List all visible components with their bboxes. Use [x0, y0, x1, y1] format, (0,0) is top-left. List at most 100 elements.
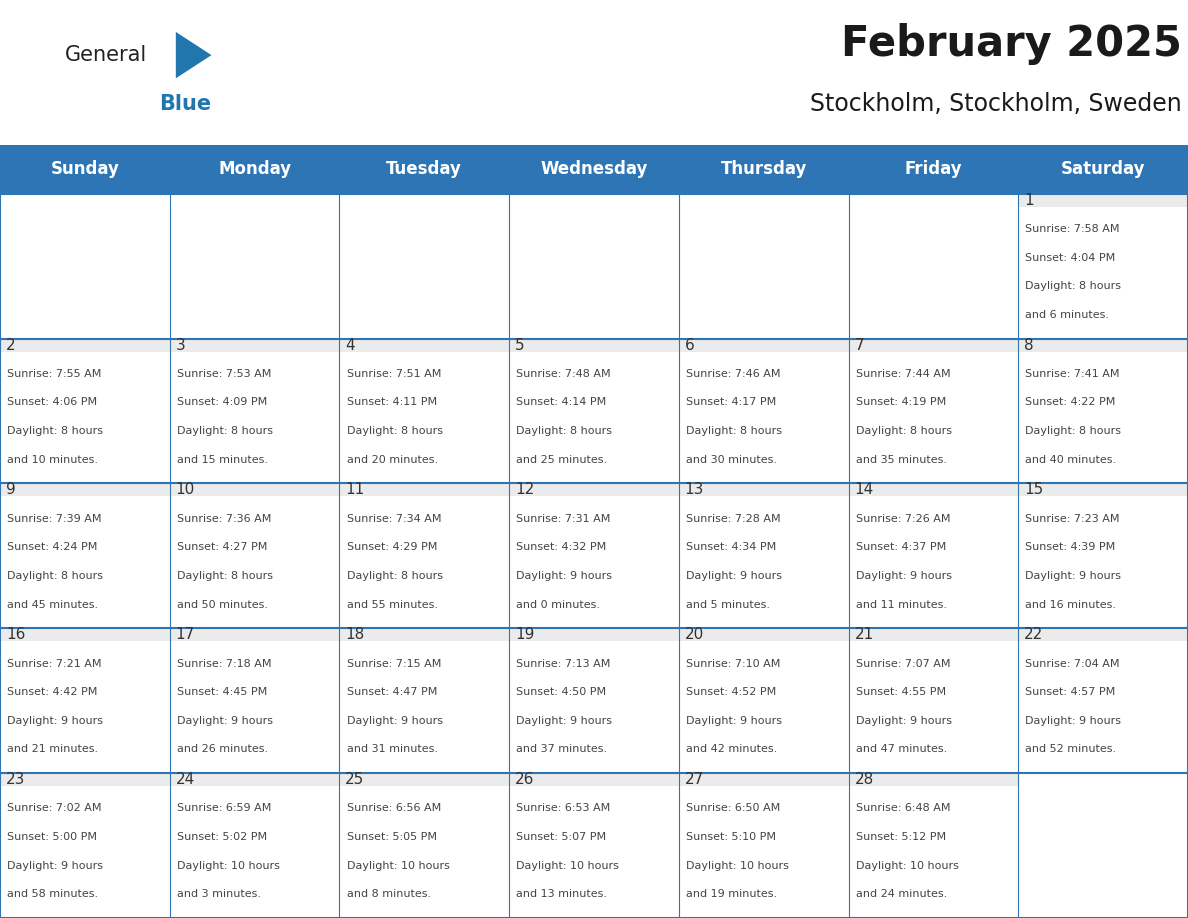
Text: Sunset: 4:52 PM: Sunset: 4:52 PM	[685, 688, 776, 697]
Text: Sunset: 4:32 PM: Sunset: 4:32 PM	[517, 543, 607, 553]
Text: Daylight: 10 hours: Daylight: 10 hours	[347, 861, 449, 870]
Text: Sunrise: 7:13 AM: Sunrise: 7:13 AM	[517, 658, 611, 668]
Text: and 20 minutes.: and 20 minutes.	[347, 454, 437, 465]
Text: Wednesday: Wednesday	[541, 161, 647, 178]
Text: 13: 13	[684, 483, 704, 498]
Text: Sunrise: 6:53 AM: Sunrise: 6:53 AM	[517, 803, 611, 813]
Text: Sunrise: 7:10 AM: Sunrise: 7:10 AM	[685, 658, 781, 668]
Text: and 16 minutes.: and 16 minutes.	[1025, 599, 1117, 610]
Text: Daylight: 9 hours: Daylight: 9 hours	[177, 716, 273, 726]
Text: Sunrise: 7:44 AM: Sunrise: 7:44 AM	[855, 369, 950, 379]
Text: and 19 minutes.: and 19 minutes.	[685, 890, 777, 900]
Text: Sunday: Sunday	[50, 161, 119, 178]
Text: Daylight: 8 hours: Daylight: 8 hours	[7, 426, 103, 436]
Text: Sunrise: 7:04 AM: Sunrise: 7:04 AM	[1025, 658, 1120, 668]
Text: Sunrise: 6:56 AM: Sunrise: 6:56 AM	[347, 803, 441, 813]
Text: Sunset: 4:22 PM: Sunset: 4:22 PM	[1025, 397, 1116, 408]
Text: Sunrise: 6:48 AM: Sunrise: 6:48 AM	[855, 803, 950, 813]
Text: Sunset: 4:17 PM: Sunset: 4:17 PM	[685, 397, 776, 408]
Bar	[510, 628, 678, 642]
Text: Sunset: 5:02 PM: Sunset: 5:02 PM	[177, 832, 267, 842]
Bar	[340, 339, 510, 352]
Text: and 26 minutes.: and 26 minutes.	[177, 744, 268, 755]
Bar	[678, 339, 848, 352]
Text: Daylight: 8 hours: Daylight: 8 hours	[1025, 281, 1121, 291]
Text: and 58 minutes.: and 58 minutes.	[7, 890, 99, 900]
Text: and 37 minutes.: and 37 minutes.	[517, 744, 607, 755]
Text: Daylight: 9 hours: Daylight: 9 hours	[7, 716, 103, 726]
Text: Daylight: 8 hours: Daylight: 8 hours	[177, 571, 273, 581]
Text: 26: 26	[516, 772, 535, 787]
Text: 3: 3	[176, 338, 185, 353]
Text: Sunrise: 7:55 AM: Sunrise: 7:55 AM	[7, 369, 101, 379]
Text: 18: 18	[346, 627, 365, 643]
Text: and 13 minutes.: and 13 minutes.	[517, 890, 607, 900]
Text: Blue: Blue	[159, 95, 211, 115]
Text: Daylight: 9 hours: Daylight: 9 hours	[685, 716, 782, 726]
Text: Sunrise: 7:26 AM: Sunrise: 7:26 AM	[855, 514, 950, 523]
Text: Daylight: 8 hours: Daylight: 8 hours	[517, 426, 612, 436]
Text: 27: 27	[684, 772, 704, 787]
Bar	[0, 484, 170, 497]
Bar	[510, 773, 678, 786]
Text: Daylight: 9 hours: Daylight: 9 hours	[1025, 716, 1121, 726]
Text: 12: 12	[516, 483, 535, 498]
Text: Daylight: 10 hours: Daylight: 10 hours	[855, 861, 959, 870]
Text: and 11 minutes.: and 11 minutes.	[855, 599, 947, 610]
Text: Sunset: 4:19 PM: Sunset: 4:19 PM	[855, 397, 946, 408]
Text: Saturday: Saturday	[1061, 161, 1145, 178]
Text: 24: 24	[176, 772, 195, 787]
Text: Thursday: Thursday	[721, 161, 807, 178]
Polygon shape	[176, 32, 211, 78]
Text: 23: 23	[6, 772, 25, 787]
Text: 5: 5	[516, 338, 525, 353]
Bar	[1018, 484, 1188, 497]
Text: 28: 28	[854, 772, 873, 787]
Text: and 31 minutes.: and 31 minutes.	[347, 744, 437, 755]
Bar	[170, 773, 340, 786]
Bar	[170, 339, 340, 352]
Text: Sunrise: 7:46 AM: Sunrise: 7:46 AM	[685, 369, 781, 379]
Text: and 21 minutes.: and 21 minutes.	[7, 744, 99, 755]
Text: 2: 2	[6, 338, 15, 353]
Text: Sunrise: 7:15 AM: Sunrise: 7:15 AM	[347, 658, 441, 668]
Text: Sunset: 5:00 PM: Sunset: 5:00 PM	[7, 832, 97, 842]
Text: 16: 16	[6, 627, 25, 643]
Text: Sunset: 5:10 PM: Sunset: 5:10 PM	[685, 832, 776, 842]
Text: and 24 minutes.: and 24 minutes.	[855, 890, 947, 900]
Text: Daylight: 8 hours: Daylight: 8 hours	[685, 426, 782, 436]
Bar	[510, 484, 678, 497]
Text: Daylight: 10 hours: Daylight: 10 hours	[177, 861, 279, 870]
Text: and 30 minutes.: and 30 minutes.	[685, 454, 777, 465]
Bar	[510, 339, 678, 352]
Text: Daylight: 9 hours: Daylight: 9 hours	[347, 716, 443, 726]
Bar	[340, 773, 510, 786]
Bar	[1018, 194, 1188, 207]
Text: and 6 minutes.: and 6 minutes.	[1025, 310, 1110, 319]
Text: Sunset: 5:07 PM: Sunset: 5:07 PM	[517, 832, 606, 842]
Text: and 55 minutes.: and 55 minutes.	[347, 599, 437, 610]
Text: 9: 9	[6, 483, 15, 498]
Bar	[848, 773, 1018, 786]
Text: Sunset: 4:42 PM: Sunset: 4:42 PM	[7, 688, 97, 697]
Text: and 25 minutes.: and 25 minutes.	[517, 454, 607, 465]
Text: Sunrise: 7:21 AM: Sunrise: 7:21 AM	[7, 658, 102, 668]
Text: Sunrise: 6:50 AM: Sunrise: 6:50 AM	[685, 803, 781, 813]
Text: and 47 minutes.: and 47 minutes.	[855, 744, 947, 755]
Text: 17: 17	[176, 627, 195, 643]
Text: Sunrise: 7:48 AM: Sunrise: 7:48 AM	[517, 369, 611, 379]
Text: 7: 7	[854, 338, 864, 353]
Bar	[678, 628, 848, 642]
Text: Monday: Monday	[219, 161, 291, 178]
Text: and 3 minutes.: and 3 minutes.	[177, 890, 261, 900]
Bar	[1018, 339, 1188, 352]
Text: Sunset: 4:50 PM: Sunset: 4:50 PM	[517, 688, 606, 697]
Bar	[848, 628, 1018, 642]
Text: Daylight: 9 hours: Daylight: 9 hours	[1025, 571, 1121, 581]
Text: Sunrise: 7:02 AM: Sunrise: 7:02 AM	[7, 803, 102, 813]
Text: Sunrise: 7:34 AM: Sunrise: 7:34 AM	[347, 514, 441, 523]
Text: Sunrise: 7:07 AM: Sunrise: 7:07 AM	[855, 658, 950, 668]
Text: Sunrise: 7:41 AM: Sunrise: 7:41 AM	[1025, 369, 1120, 379]
Bar	[340, 628, 510, 642]
Text: Sunrise: 7:18 AM: Sunrise: 7:18 AM	[177, 658, 271, 668]
